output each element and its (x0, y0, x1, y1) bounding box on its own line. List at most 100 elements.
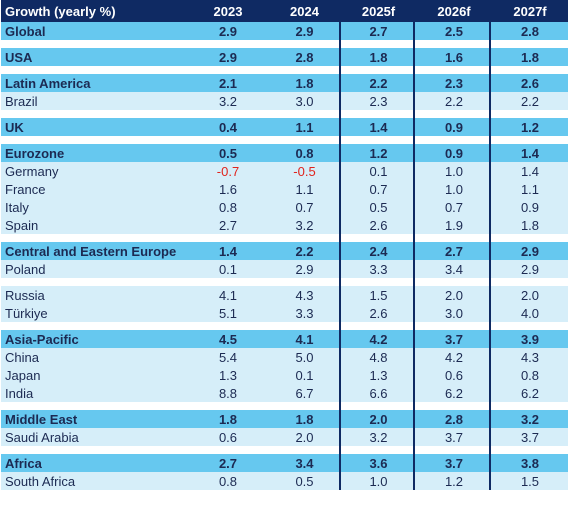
growth-value: 3.0 (295, 93, 314, 109)
growth-value: 1.2 (444, 473, 464, 489)
growth-value: 2.2 (520, 93, 540, 109)
country-name: Poland (5, 261, 46, 277)
growth-value: 0.8 (520, 367, 540, 383)
growth-value: 2.9 (520, 261, 540, 277)
growth-value: 2.7 (369, 23, 388, 39)
group-gap (1, 40, 568, 48)
header-year: 2027f (513, 3, 547, 19)
growth-value: 2.7 (444, 243, 464, 259)
growth-value: 2.1 (218, 75, 238, 91)
country-name: India (5, 385, 34, 401)
growth-value: 3.2 (295, 217, 314, 233)
table-body: Global 2.9 2.9 2.7 2.5 2.8 USA 2.9 2.8 1.8 1.6 1.8 L… (1, 22, 568, 490)
growth-value: 1.6 (444, 49, 464, 65)
growth-value: 3.3 (369, 261, 388, 277)
growth-value: 1.5 (520, 473, 540, 489)
group-gap (1, 446, 568, 454)
table-row: Türkiye 5.1 3.3 2.6 3.0 4.0 (1, 304, 568, 322)
growth-value: 2.6 (369, 217, 388, 233)
growth-value: 2.4 (369, 243, 388, 259)
growth-value: 2.9 (218, 49, 238, 65)
section-row: Asia-Pacific 4.5 4.1 4.2 3.7 3.9 (1, 330, 568, 348)
growth-value: 0.1 (369, 163, 388, 179)
table-row: China 5.4 5.0 4.8 4.2 4.3 (1, 348, 568, 366)
growth-value: 1.6 (218, 181, 238, 197)
growth-value: 2.0 (444, 287, 464, 303)
growth-value: 1.1 (295, 119, 314, 135)
growth-value: 6.2 (444, 385, 464, 401)
growth-value: 4.3 (520, 349, 540, 365)
section-row: UK 0.4 1.1 1.4 0.9 1.2 (1, 118, 568, 136)
growth-value: 4.8 (369, 349, 388, 365)
country-name: Türkiye (5, 305, 48, 321)
column-divider (339, 0, 341, 490)
region-name: Latin America (5, 75, 91, 91)
growth-value: 6.2 (520, 385, 540, 401)
table-row: Spain 2.7 3.2 2.6 1.9 1.8 (1, 216, 568, 234)
growth-value: 3.4 (444, 261, 464, 277)
table-header: Growth (yearly %) 2023 2024 2025f 2026f … (1, 0, 568, 22)
growth-value: 0.6 (444, 367, 464, 383)
section-row: Africa 2.7 3.4 3.6 3.7 3.8 (1, 454, 568, 472)
section-row: USA 2.9 2.8 1.8 1.6 1.8 (1, 48, 568, 66)
growth-value: -0.5 (293, 163, 316, 179)
table-row: Italy 0.8 0.7 0.5 0.7 0.9 (1, 198, 568, 216)
growth-value: -0.7 (216, 163, 240, 179)
group-gap (1, 234, 568, 242)
section-row: Latin America 2.1 1.8 2.2 2.3 2.6 (1, 74, 568, 92)
header-year: 2024 (290, 3, 319, 19)
growth-value: 0.8 (295, 145, 314, 161)
column-divider (413, 0, 415, 490)
group-gap (1, 278, 568, 286)
growth-value: 4.5 (218, 331, 238, 347)
growth-value: 3.9 (520, 331, 540, 347)
growth-value: 1.4 (520, 145, 540, 161)
growth-table: Growth (yearly %) 2023 2024 2025f 2026f … (1, 0, 568, 490)
growth-value: 0.1 (295, 367, 314, 383)
header-year: 2023 (213, 3, 243, 19)
group-gap (1, 66, 568, 74)
growth-value: 1.8 (520, 217, 540, 233)
country-name: Italy (5, 199, 29, 215)
growth-value: 2.6 (520, 75, 540, 91)
country-name: China (5, 349, 39, 365)
growth-value: 1.0 (444, 181, 464, 197)
growth-value: 6.7 (295, 385, 314, 401)
growth-value: 1.4 (369, 119, 388, 135)
growth-value: 4.3 (295, 287, 314, 303)
growth-value: 4.1 (218, 287, 238, 303)
growth-value: 1.3 (218, 367, 238, 383)
growth-value: 1.4 (218, 243, 238, 259)
table-row: France 1.6 1.1 0.7 1.0 1.1 (1, 180, 568, 198)
growth-value: 8.8 (218, 385, 238, 401)
group-gap (1, 136, 568, 144)
country-name: Russia (5, 287, 45, 303)
table-row: Brazil 3.2 3.0 2.3 2.2 2.2 (1, 92, 568, 110)
growth-value: 0.9 (520, 199, 540, 215)
growth-value: 2.8 (520, 23, 540, 39)
growth-value: 1.0 (369, 473, 388, 489)
region-name: Global (5, 23, 46, 39)
section-row: Eurozone 0.5 0.8 1.2 0.9 1.4 (1, 144, 568, 162)
group-gap (1, 110, 568, 118)
region-name: Middle East (5, 411, 78, 427)
group-gap (1, 322, 568, 330)
growth-value: 2.6 (369, 305, 388, 321)
growth-value: 1.3 (369, 367, 388, 383)
growth-value: 0.9 (444, 119, 464, 135)
country-name: France (5, 181, 46, 197)
growth-value: 1.0 (444, 163, 464, 179)
growth-value: 2.0 (369, 411, 388, 427)
table-row: Saudi Arabia 0.6 2.0 3.2 3.7 3.7 (1, 428, 568, 446)
country-name: Brazil (5, 93, 38, 109)
growth-value: 2.8 (295, 49, 314, 65)
growth-value: 1.8 (520, 49, 540, 65)
region-name: Africa (5, 455, 42, 471)
growth-value: 1.2 (369, 145, 388, 161)
table-row: Germany -0.7 -0.5 0.1 1.0 1.4 (1, 162, 568, 180)
growth-value: 2.9 (520, 243, 540, 259)
growth-value: 0.5 (295, 473, 314, 489)
growth-value: 1.8 (295, 411, 314, 427)
table-row: Japan 1.3 0.1 1.3 0.6 0.8 (1, 366, 568, 384)
region-name: UK (5, 119, 24, 135)
